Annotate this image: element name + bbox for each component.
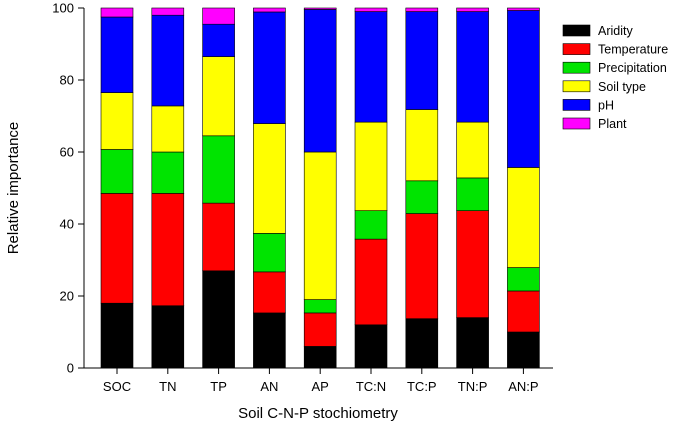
bar-soc-temperature xyxy=(100,193,134,304)
bar-an-aridity xyxy=(253,312,286,369)
bar-tc-p-precipitation xyxy=(405,180,439,214)
y-tick-label: 0 xyxy=(67,361,74,376)
bar-tn-aridity xyxy=(151,305,185,369)
legend: Aridity Temperature Precipitation Soil type… xyxy=(562,24,668,131)
x-tick-label: TP xyxy=(210,379,227,394)
legend-swatch-temperature xyxy=(562,43,591,55)
bar-tn-temperature xyxy=(151,193,185,307)
bar-tc-p-plant xyxy=(405,7,439,12)
bar-ap-precipitation xyxy=(303,299,337,314)
bar-an-p-soil-type xyxy=(507,167,540,268)
bar-an-soil-type xyxy=(253,123,286,234)
bar-tp-plant xyxy=(202,7,235,25)
bar-tc-n-aridity xyxy=(354,324,388,369)
legend-label-aridity: Aridity xyxy=(598,24,633,38)
bar-soc-precipitation xyxy=(100,149,134,194)
y-tick-label: 20 xyxy=(60,289,74,304)
bar-tn-p-plant xyxy=(456,7,489,12)
bar-ap-temperature xyxy=(303,312,337,347)
bar-tp-soil-type xyxy=(202,56,235,137)
bar-ap-ph xyxy=(303,9,337,153)
legend-label-plant: Plant xyxy=(598,117,627,131)
bar-tc-p-aridity xyxy=(405,318,439,369)
x-tick-label: AN:P xyxy=(508,379,538,394)
bar-an-p-ph xyxy=(507,10,540,168)
bar-an-p-plant xyxy=(507,7,540,11)
y-axis-title: Relative importance xyxy=(5,122,22,255)
legend-label-precipitation: Precipitation xyxy=(598,61,667,75)
bar-tn-ph xyxy=(151,14,185,107)
bar-tp-temperature xyxy=(202,202,235,272)
bar-an-ph xyxy=(253,11,286,124)
axes-layer: SOC TN TP AN AP TC:N TC:P TN:P AN:P 0 20 40 60 80 100 xyxy=(52,1,553,394)
y-tick-label: 40 xyxy=(60,217,74,232)
bar-tn-precipitation xyxy=(151,151,185,194)
bar-an-p-temperature xyxy=(507,290,540,333)
bar-tc-n-ph xyxy=(354,11,388,123)
x-tick-label: TN:P xyxy=(458,379,488,394)
bar-tn-p-soil-type xyxy=(456,121,489,179)
bar-tc-p-ph xyxy=(405,11,439,110)
bar-an-p-aridity xyxy=(507,331,540,369)
bar-tc-p-soil-type xyxy=(405,109,439,182)
bar-ap-aridity xyxy=(303,346,337,369)
legend-label-temperature: Temperature xyxy=(598,43,668,57)
bar-soc-plant xyxy=(100,7,134,18)
x-tick-label: TN xyxy=(159,379,176,394)
bar-soc-ph xyxy=(100,16,134,93)
bar-tn-p-ph xyxy=(456,11,489,123)
bar-tn-p-temperature xyxy=(456,210,489,318)
bar-ap-plant xyxy=(303,7,337,10)
legend-swatch-aridity xyxy=(562,24,591,37)
bar-tc-n-temperature xyxy=(354,238,388,326)
bar-tn-soil-type xyxy=(151,105,185,153)
x-tick-label: TC:N xyxy=(356,379,386,394)
x-tick-label: AP xyxy=(312,379,329,394)
x-tick-label: SOC xyxy=(103,379,131,394)
legend-swatch-plant xyxy=(562,117,591,130)
y-tick-label: 60 xyxy=(60,145,74,160)
y-tick-label: 80 xyxy=(60,73,74,88)
bar-tn-p-aridity xyxy=(456,317,489,369)
bar-tc-n-precipitation xyxy=(354,210,388,240)
y-tick-label: 100 xyxy=(52,1,74,16)
legend-label-soil-type: Soil type xyxy=(598,80,646,94)
bars-layer xyxy=(100,7,540,369)
bar-tp-precipitation xyxy=(202,135,235,204)
bar-tc-p-temperature xyxy=(405,213,439,319)
bar-tc-n-plant xyxy=(354,7,388,12)
bar-soc-soil-type xyxy=(100,92,134,150)
bar-an-p-precipitation xyxy=(507,267,540,292)
bar-an-plant xyxy=(253,7,286,13)
x-axis-title: Soil C-N-P stochiometry xyxy=(238,405,398,422)
bar-an-temperature xyxy=(253,271,286,314)
bar-an-precipitation xyxy=(253,233,286,273)
x-tick-label: TC:P xyxy=(407,379,437,394)
bar-soc-aridity xyxy=(100,302,134,369)
bar-tp-aridity xyxy=(202,270,235,369)
bar-ap-soil-type xyxy=(303,151,337,300)
legend-swatch-precipitation xyxy=(562,61,591,74)
bar-tp-ph xyxy=(202,23,235,57)
bar-tn-p-precipitation xyxy=(456,177,489,211)
x-tick-label: AN xyxy=(260,379,278,394)
legend-swatch-soil-type xyxy=(562,80,591,93)
legend-label-ph: pH xyxy=(598,98,614,112)
legend-swatch-ph xyxy=(562,99,591,111)
bar-tn-plant xyxy=(151,7,185,16)
bar-tc-n-soil-type xyxy=(354,121,388,211)
